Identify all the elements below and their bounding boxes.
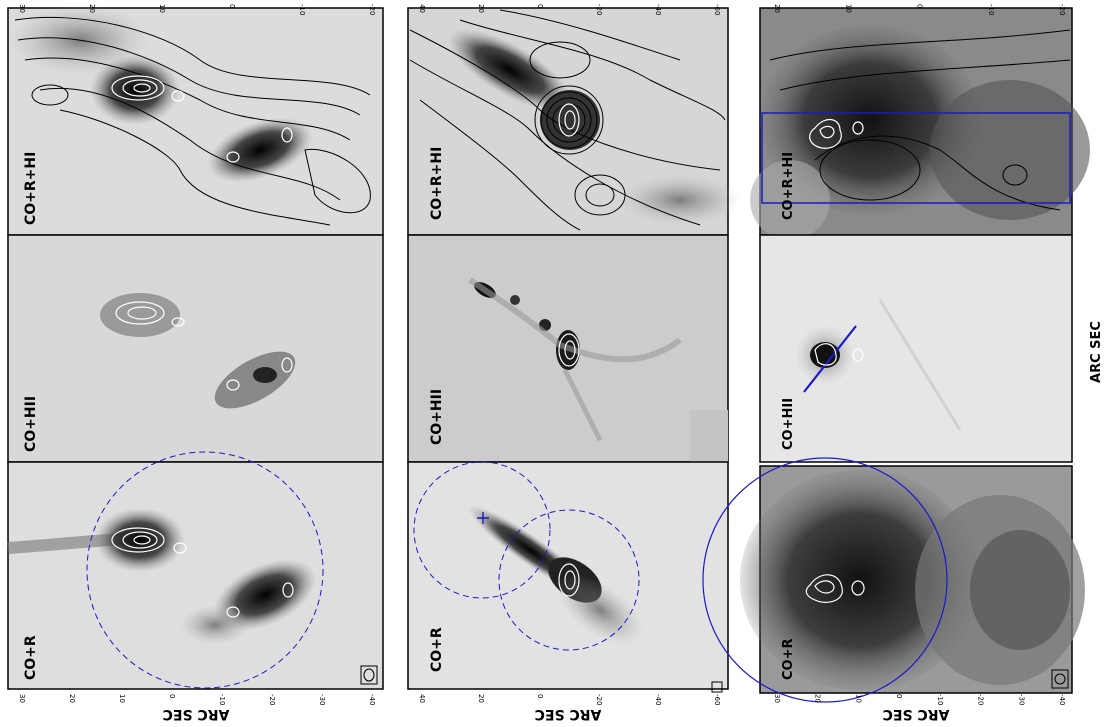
- tick-label: 0: [895, 694, 903, 698]
- panel-label: CO+R+HI: [781, 152, 796, 220]
- panel-co-hii-1: CO+HII: [7, 234, 384, 463]
- panel-co-r-hi-3: CO+R+HI: [750, 7, 1090, 240]
- tick-label: 10: [854, 694, 862, 703]
- top-tick-labels: -60 -40 -20 0 20 40: [418, 4, 721, 15]
- tick-label: 10: [158, 4, 166, 13]
- tick-label: -20: [368, 4, 376, 15]
- x-axis-label: ARC SEC: [163, 706, 230, 722]
- beam-circle: [86, 451, 324, 689]
- column-3: CO+R+HI CO+HII: [702, 4, 1090, 705]
- column-1: CO+R+HI CO+HII: [7, 4, 384, 705]
- panel-co-hii-2: CO+HII: [407, 234, 729, 463]
- tick-label: -40: [1058, 694, 1066, 705]
- panel-co-r-hi-2: CO+R+HI: [407, 7, 740, 236]
- bottom-tick-labels: -40 -30 -20 -10 0 10 20 30: [773, 694, 1066, 705]
- panel-label: CO+HII: [429, 389, 445, 445]
- panel-co-r-hi-1: CO+R+HI: [7, 5, 384, 236]
- slit-box: [761, 112, 1071, 204]
- tick-label: 40: [418, 694, 426, 703]
- tick-label: 10: [844, 4, 852, 13]
- tick-label: 20: [773, 4, 781, 13]
- tick-label: 20: [814, 694, 822, 703]
- tick-label: -20: [1058, 4, 1066, 15]
- tick-label: 40: [418, 4, 426, 13]
- tick-label: -20: [595, 4, 603, 15]
- panel-co-r-1: CO+R: [7, 451, 384, 690]
- panel-co-hii-3: CO+HII: [759, 234, 1073, 463]
- tick-label: -20: [595, 694, 603, 705]
- x-axis-label: ARC SEC: [535, 706, 602, 722]
- tick-label: -10: [298, 4, 306, 15]
- tick-label: 0: [228, 4, 236, 8]
- tick-label: -10: [936, 694, 944, 705]
- tick-label: 0: [536, 694, 544, 698]
- tick-label: -10: [987, 4, 995, 15]
- tick-label: 20: [88, 4, 96, 13]
- tick-label: 0: [168, 694, 176, 698]
- panel-co-r-3: CO+R: [702, 457, 1085, 703]
- panel-label: CO+R: [781, 639, 796, 681]
- top-tick-labels: -20 -10 0 10 20: [773, 4, 1066, 15]
- tick-label: 20: [68, 694, 76, 703]
- tick-label: -20: [977, 694, 985, 705]
- column-2: CO+R+HI CO+HII: [407, 4, 740, 705]
- panel-label: CO+R: [23, 635, 39, 680]
- y-axis-label: ARC SEC: [1089, 321, 1104, 383]
- panel-co-r-2: CO+R: [407, 461, 729, 693]
- tick-label: -60: [713, 4, 721, 15]
- tick-label: -20: [268, 694, 276, 705]
- beam-circle: [702, 457, 948, 703]
- beam-circle: [498, 509, 640, 651]
- center-cross: [477, 512, 489, 524]
- tick-label: -40: [654, 694, 662, 705]
- tick-label: 20: [477, 4, 485, 13]
- top-tick-labels: -20 -10 0 10 20 30: [18, 4, 376, 15]
- panel-label: CO+R+HI: [429, 147, 445, 220]
- panel-label: CO+HII: [781, 398, 796, 450]
- tick-label: 10: [118, 694, 126, 703]
- beam-box: [1051, 669, 1069, 689]
- beam-box: [360, 665, 378, 685]
- tick-label: -30: [318, 694, 326, 705]
- tick-label: -40: [654, 4, 662, 15]
- tick-label: 30: [18, 4, 26, 13]
- panel-label: CO+HII: [23, 396, 39, 452]
- tick-label: -40: [368, 694, 376, 705]
- x-axis-label: ARC SEC: [883, 706, 950, 722]
- bottom-tick-labels: -40 -30 -20 -10 0 10 20 30: [18, 694, 376, 705]
- tick-label: -30: [1017, 694, 1025, 705]
- tick-label: 30: [773, 694, 781, 703]
- tick-label: 20: [477, 694, 485, 703]
- tick-label: 0: [536, 4, 544, 8]
- panel-label: CO+R: [429, 627, 445, 672]
- tick-label: -10: [218, 694, 226, 705]
- tick-label: 30: [18, 694, 26, 703]
- tick-label: -60: [713, 694, 721, 705]
- panel-label: CO+R+HI: [23, 152, 39, 225]
- slit-line: [803, 325, 857, 393]
- bottom-tick-labels: -60 -40 -20 0 20 40: [418, 694, 721, 705]
- tick-label: 0: [916, 4, 924, 8]
- beam-circle: [413, 461, 551, 599]
- beam-box: [711, 681, 723, 693]
